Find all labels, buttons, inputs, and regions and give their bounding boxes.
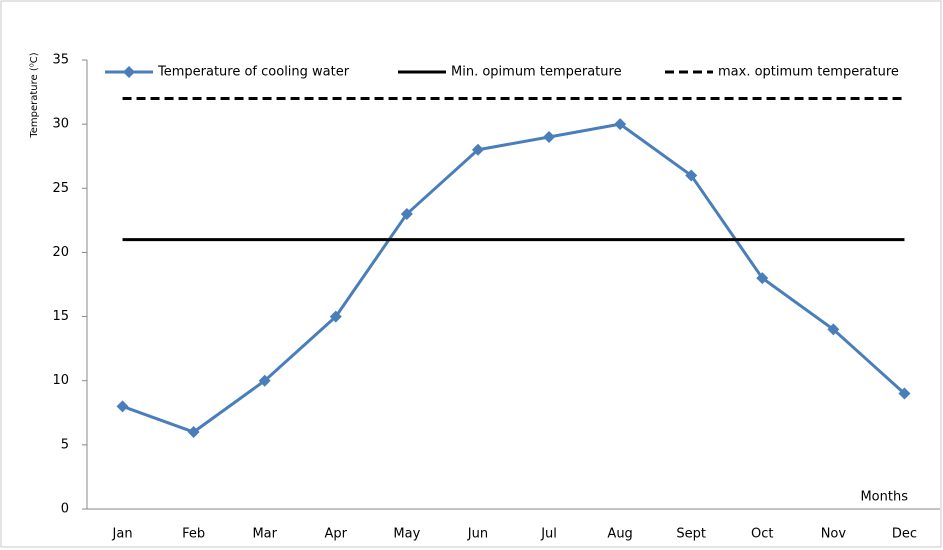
y-tick-label: 15 — [52, 309, 69, 324]
y-tick-label: 35 — [52, 53, 69, 68]
x-tick-label: Aug — [607, 527, 632, 542]
data-marker — [329, 310, 342, 323]
x-tick-label: Feb — [182, 527, 205, 542]
y-tick-label: 20 — [52, 245, 69, 260]
series-line — [122, 122, 906, 434]
legend-marker — [123, 66, 135, 78]
x-tick-label: Sept — [676, 527, 706, 542]
x-tick-label: Jan — [112, 527, 133, 542]
x-tick-label: Nov — [821, 527, 847, 542]
y-tick-label: 10 — [52, 373, 69, 388]
legend-label: Temperature of cooling water — [157, 65, 350, 80]
y-axis-label: Temperature (⁰C) — [29, 52, 40, 138]
data-marker — [471, 143, 484, 156]
data-marker — [756, 272, 769, 285]
legend-label: Min. opimum temperature — [451, 65, 622, 80]
data-marker — [898, 387, 911, 400]
x-axis-label: Months — [860, 490, 908, 505]
x-tick-label: Apr — [325, 527, 348, 542]
x-tick-label: Dec — [892, 527, 917, 542]
legend-label: max. optimum temperature — [718, 65, 899, 80]
x-tick-label: May — [393, 527, 420, 542]
x-tick-label: Jun — [467, 527, 488, 542]
data-marker — [116, 400, 129, 413]
data-marker — [827, 323, 840, 336]
y-tick-label: 0 — [61, 502, 69, 517]
x-tick-label: Jul — [540, 527, 557, 542]
data-marker — [614, 118, 627, 131]
data-marker — [258, 374, 271, 387]
x-tick-label: Oct — [751, 527, 773, 542]
x-tick-label: Mar — [252, 527, 277, 542]
y-tick-label: 25 — [52, 181, 69, 196]
data-marker — [400, 207, 413, 220]
data-marker — [685, 169, 698, 182]
data-marker — [187, 426, 200, 439]
y-tick-label: 30 — [52, 117, 69, 132]
y-tick-label: 5 — [61, 437, 69, 452]
data-marker — [543, 130, 556, 143]
